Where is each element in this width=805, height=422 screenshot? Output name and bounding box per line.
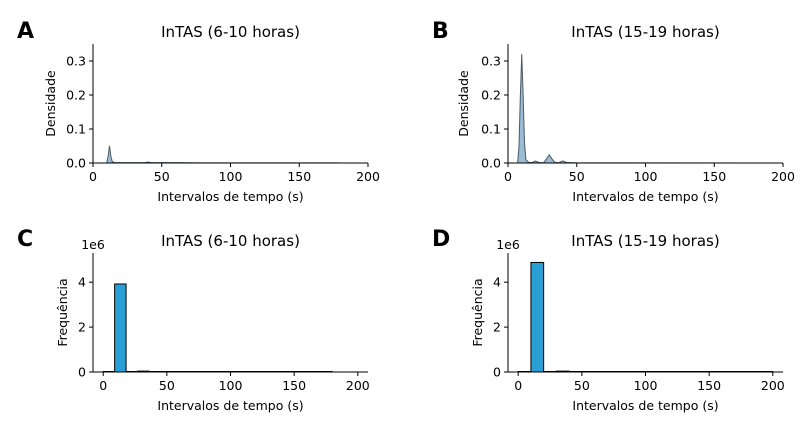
y-tick-label: 0.1	[66, 122, 86, 137]
chart-panel-a: A InTAS (6-10 horas) 0 50 100 150 200 0.0 0.1 0.2…	[17, 19, 380, 204]
x-tick-label: 0	[514, 378, 522, 393]
y-scale-offset: 1e6	[496, 237, 520, 252]
panel-letter: B	[432, 19, 449, 44]
x-tick-label: 50	[569, 169, 585, 184]
y-tick-label: 0	[78, 365, 86, 380]
panel-letter: A	[17, 19, 34, 44]
x-tick-label: 50	[154, 169, 170, 184]
y-axis-label: Frequência	[55, 278, 70, 346]
chart-panel-b: B InTAS (15-19 horas) 0 50 100 150 200 0.0 0.1 0.…	[432, 19, 795, 204]
x-tick-label: 50	[574, 378, 590, 393]
chart-title: InTAS (6-10 horas)	[161, 23, 300, 41]
x-axis-label: Intervalos de tempo (s)	[157, 398, 303, 413]
x-tick-label: 0	[504, 169, 512, 184]
y-axis-label: Frequência	[470, 278, 485, 346]
y-tick-label: 0.3	[481, 54, 501, 69]
histogram-bar	[530, 261, 545, 373]
density-area	[106, 146, 341, 163]
y-tick-label: 2	[493, 320, 501, 335]
y-tick-label: 0.3	[66, 54, 86, 69]
x-tick-label: 200	[356, 169, 380, 184]
x-tick-label: 200	[761, 378, 785, 393]
x-axis-label: Intervalos de tempo (s)	[572, 189, 718, 204]
x-tick-label: 200	[771, 169, 795, 184]
x-tick-label: 100	[634, 169, 658, 184]
x-tick-label: 0	[99, 378, 107, 393]
y-tick-label: 0.0	[66, 156, 86, 171]
x-axis-label: Intervalos de tempo (s)	[572, 398, 718, 413]
x-tick-label: 150	[702, 169, 726, 184]
panel-letter: D	[432, 227, 450, 252]
y-axis-label: Densidade	[456, 70, 471, 137]
y-scale-offset: 1e6	[81, 237, 105, 252]
panel-letter: C	[17, 227, 33, 252]
y-tick-label: 0.2	[66, 88, 86, 103]
y-tick-label: 0	[493, 365, 501, 380]
chart-title: InTAS (15-19 horas)	[571, 23, 719, 41]
y-tick-label: 0.0	[481, 156, 501, 171]
chart-panel-c: C InTAS (6-10 horas) 0 50 100 150 200 0 2 4 Interv…	[17, 227, 370, 413]
x-tick-label: 100	[634, 378, 658, 393]
y-tick-label: 0.1	[481, 122, 501, 137]
x-tick-label: 150	[697, 378, 721, 393]
x-axis-label: Intervalos de tempo (s)	[157, 189, 303, 204]
x-tick-label: 100	[219, 378, 243, 393]
x-tick-label: 0	[89, 169, 97, 184]
density-line	[517, 54, 784, 164]
density-line	[106, 145, 341, 164]
chart-panel-d: D InTAS (15-19 horas) 0 50 100 150 200 0 2 4 Inter…	[432, 227, 785, 413]
x-tick-label: 150	[282, 378, 306, 393]
chart-title: InTAS (15-19 horas)	[571, 232, 719, 250]
histogram-bar	[114, 283, 127, 373]
y-tick-label: 4	[78, 275, 86, 290]
x-tick-label: 150	[287, 169, 311, 184]
chart-title: InTAS (6-10 horas)	[161, 232, 300, 250]
x-tick-label: 100	[219, 169, 243, 184]
y-axis-label: Densidade	[43, 70, 58, 137]
y-tick-label: 4	[493, 275, 501, 290]
density-area	[517, 54, 783, 164]
y-tick-label: 0.2	[481, 88, 501, 103]
x-tick-label: 50	[159, 378, 175, 393]
y-tick-label: 2	[78, 320, 86, 335]
x-tick-label: 200	[346, 378, 370, 393]
